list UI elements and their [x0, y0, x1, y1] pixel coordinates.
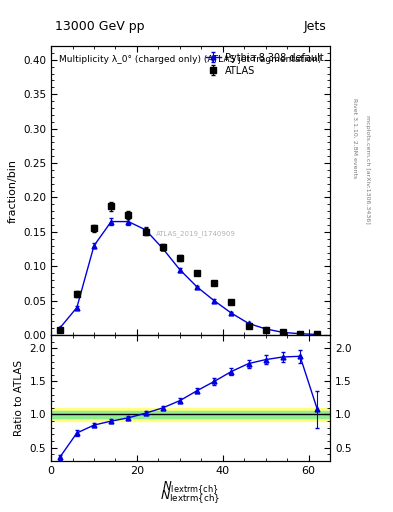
- Text: Rivet 3.1.10, 2.8M events: Rivet 3.1.10, 2.8M events: [352, 98, 357, 178]
- Text: 13000 GeV pp: 13000 GeV pp: [55, 20, 145, 33]
- Text: ATLAS_2019_I1740909: ATLAS_2019_I1740909: [156, 230, 236, 238]
- Text: $N_{\rm lextrm\{ch\}}$: $N_{\rm lextrm\{ch\}}$: [160, 488, 221, 506]
- Text: mcplots.cern.ch [arXiv:1306.3436]: mcplots.cern.ch [arXiv:1306.3436]: [365, 115, 371, 223]
- X-axis label: $N_{\mathsf{lextrm\{ch\}}}$: $N_{\mathsf{lextrm\{ch\}}}$: [162, 480, 219, 497]
- Legend: Pythia 8.308 default, ATLAS: Pythia 8.308 default, ATLAS: [204, 51, 325, 78]
- Text: Multiplicity λ_0° (charged only) (ATLAS jet fragmentation): Multiplicity λ_0° (charged only) (ATLAS …: [59, 55, 322, 64]
- Text: Jets: Jets: [303, 20, 326, 33]
- Y-axis label: fraction/bin: fraction/bin: [7, 159, 18, 223]
- Y-axis label: Ratio to ATLAS: Ratio to ATLAS: [14, 360, 24, 436]
